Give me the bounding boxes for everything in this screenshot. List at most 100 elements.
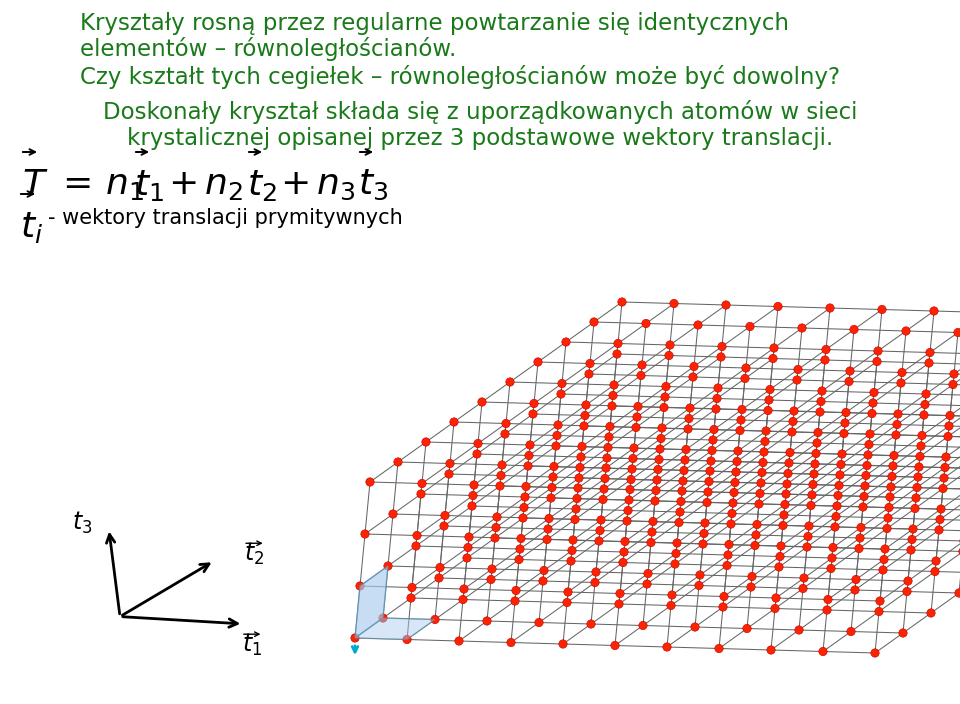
Circle shape [483, 617, 492, 625]
Circle shape [621, 537, 629, 546]
Circle shape [498, 461, 506, 469]
Circle shape [379, 614, 387, 622]
Circle shape [908, 535, 916, 543]
Circle shape [894, 410, 902, 418]
Circle shape [633, 413, 641, 421]
Circle shape [955, 589, 960, 597]
Circle shape [644, 570, 652, 578]
Circle shape [455, 637, 463, 645]
Circle shape [637, 360, 646, 369]
Circle shape [590, 578, 599, 586]
Circle shape [626, 485, 635, 494]
Circle shape [845, 377, 853, 386]
Circle shape [629, 454, 637, 463]
Circle shape [737, 416, 745, 425]
Circle shape [412, 542, 420, 551]
Circle shape [417, 490, 425, 498]
Circle shape [408, 584, 417, 591]
Circle shape [911, 504, 920, 513]
Circle shape [770, 344, 779, 352]
Circle shape [553, 432, 562, 440]
Circle shape [798, 324, 806, 332]
Circle shape [634, 402, 642, 410]
Circle shape [764, 406, 772, 415]
Circle shape [771, 604, 780, 612]
Circle shape [742, 364, 750, 372]
Circle shape [822, 345, 830, 353]
Circle shape [620, 548, 628, 556]
Circle shape [874, 347, 882, 356]
Text: elementów – równoległościanów.: elementów – równoległościanów. [80, 37, 456, 61]
Circle shape [712, 394, 721, 403]
Circle shape [743, 624, 752, 633]
Circle shape [759, 448, 768, 456]
Circle shape [810, 470, 818, 478]
Circle shape [695, 582, 703, 590]
Circle shape [824, 596, 832, 604]
Circle shape [780, 501, 789, 509]
Circle shape [550, 463, 558, 471]
Circle shape [548, 484, 556, 491]
Text: $= \, n_1$: $= \, n_1$ [55, 168, 144, 202]
Circle shape [474, 439, 482, 448]
Circle shape [909, 524, 917, 533]
Circle shape [431, 615, 439, 624]
Circle shape [931, 567, 939, 576]
Circle shape [535, 618, 543, 627]
Circle shape [691, 623, 699, 631]
Circle shape [862, 471, 870, 479]
Circle shape [804, 522, 813, 530]
Circle shape [648, 528, 657, 536]
Circle shape [719, 603, 728, 611]
Circle shape [861, 482, 869, 490]
Circle shape [605, 433, 613, 441]
Circle shape [586, 359, 594, 367]
Circle shape [610, 381, 618, 389]
Circle shape [384, 562, 393, 570]
Circle shape [827, 565, 835, 572]
Circle shape [624, 506, 633, 515]
Circle shape [917, 442, 925, 450]
Circle shape [366, 478, 374, 486]
Circle shape [881, 545, 889, 553]
Circle shape [587, 620, 595, 628]
Circle shape [472, 450, 481, 458]
Circle shape [892, 431, 900, 439]
Circle shape [903, 577, 912, 585]
Circle shape [492, 513, 501, 521]
Circle shape [655, 455, 663, 464]
Circle shape [855, 534, 864, 542]
Circle shape [518, 514, 527, 522]
Circle shape [871, 649, 879, 658]
Circle shape [704, 488, 712, 496]
Circle shape [793, 376, 802, 384]
Circle shape [515, 555, 523, 564]
Text: $t_i$: $t_i$ [20, 210, 43, 245]
Circle shape [776, 553, 784, 560]
Circle shape [837, 460, 845, 469]
Circle shape [724, 551, 732, 559]
Circle shape [831, 513, 840, 521]
Circle shape [766, 385, 774, 394]
Circle shape [657, 434, 665, 443]
Circle shape [813, 439, 821, 447]
Circle shape [856, 523, 865, 532]
Circle shape [937, 505, 946, 513]
Circle shape [516, 534, 525, 543]
Circle shape [828, 554, 836, 562]
Circle shape [670, 299, 678, 308]
Circle shape [708, 446, 716, 455]
Circle shape [921, 401, 929, 409]
Circle shape [901, 327, 910, 335]
Circle shape [558, 379, 566, 388]
Circle shape [799, 584, 807, 593]
Circle shape [700, 529, 708, 538]
Circle shape [557, 390, 565, 398]
Circle shape [661, 382, 670, 391]
Circle shape [942, 453, 950, 461]
Circle shape [777, 542, 785, 551]
Circle shape [781, 490, 790, 498]
Circle shape [554, 421, 563, 429]
Circle shape [529, 410, 538, 418]
Circle shape [542, 535, 551, 543]
